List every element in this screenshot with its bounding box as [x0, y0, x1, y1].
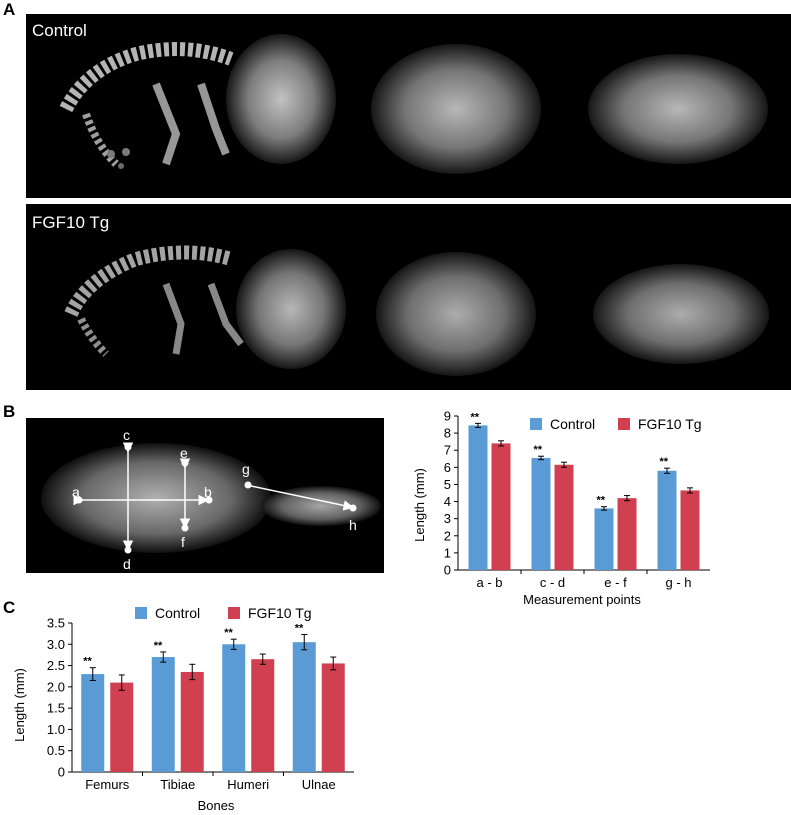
chart-0-y-tick-label: 5	[444, 477, 451, 492]
chart-0-y-tick-label: 2	[444, 528, 451, 543]
chart-1-y-tick-label: 0	[58, 765, 65, 780]
chart-c-x-axis-label: Bones	[198, 798, 235, 813]
chart-0-significance-mark: **	[597, 495, 606, 507]
chart-0-y-tick-label: 3	[444, 511, 451, 526]
chart-1-y-tick-label: 2.5	[47, 658, 65, 673]
chart-1-legend-label-control: Control	[155, 605, 200, 621]
panel-b-letter: B	[3, 402, 16, 421]
panel-c-letter: C	[3, 598, 16, 617]
chart-1-bar-control	[292, 642, 316, 772]
chart-1-legend-label-tg: FGF10 Tg	[248, 605, 312, 621]
fgf10-tg-skeleton-scans	[64, 245, 769, 376]
control-ct-image: Control	[26, 14, 791, 198]
chart-0-significance-mark: **	[471, 411, 480, 423]
chart-b-y-axis-label: Length (mm)	[412, 468, 427, 542]
measurement-length-chart: Length (mm) Measurement points 0 1 2 3 4 5 6 7 8…	[412, 410, 710, 607]
control-label: Control	[32, 21, 87, 40]
chart-0-y-tick-label: 8	[444, 426, 451, 441]
chart-1-bar-tg	[110, 682, 134, 772]
panel-a-letter: A	[3, 0, 16, 19]
chart-0-y-tick-label: 4	[444, 494, 451, 509]
chart-0-bar-tg	[554, 464, 574, 570]
chart-1-bar-tg	[251, 659, 275, 772]
chart-0-legend-label-tg: FGF10 Tg	[638, 416, 702, 432]
chart-1-legend-swatch-control	[135, 607, 147, 619]
chart-1-bar-control	[81, 674, 105, 772]
chart-b-x-axis-label: Measurement points	[523, 592, 641, 607]
chart-0-bar-control	[531, 457, 551, 570]
chart-0-category-label: a - b	[476, 575, 502, 590]
point-g-label: g	[242, 461, 250, 477]
point-h-label: h	[349, 517, 357, 533]
chart-0-bar-control	[468, 425, 488, 570]
chart-0-y-tick-label: 1	[444, 545, 451, 560]
chart-0-significance-mark: **	[660, 456, 669, 468]
chart-1-category-label: Ulnae	[302, 777, 336, 792]
chart-0-y-tick-label: 9	[444, 410, 451, 424]
fgf10-tg-label: FGF10 Tg	[32, 213, 110, 232]
skull-side	[261, 486, 381, 526]
chart-1-y-tick-label: 3.5	[47, 616, 65, 631]
chart-1-bar-tg	[321, 663, 345, 772]
chart-1-significance-mark: **	[224, 627, 233, 639]
chart-1-bar-tg	[180, 671, 204, 772]
fgf10-tg-ct-image: FGF10 Tg	[26, 204, 791, 390]
chart-0-bar-control	[594, 508, 614, 570]
point-e-label: e	[180, 445, 188, 461]
chart-0-category-label: g - h	[665, 575, 691, 590]
point-b-label: b	[204, 484, 212, 500]
bone-length-chart: Length (mm) Bones 0 0.5 1.0 1.5 2.0 2.5 3.0 3.5…	[12, 605, 354, 813]
chart-0-legend-label-control: Control	[550, 416, 595, 432]
chart-1-significance-mark: **	[83, 656, 92, 668]
chart-1-y-tick-label: 0.5	[47, 743, 65, 758]
chart-1-y-tick-label: 1.5	[47, 701, 65, 716]
chart-c-y-axis-label: Length (mm)	[12, 668, 27, 742]
chart-0-y-tick-label: 6	[444, 460, 451, 475]
measurement-diagram: a b c d e f g h	[41, 427, 381, 572]
chart-1-bar-control	[222, 644, 246, 772]
measurement-image: a b c d e f g h	[26, 418, 384, 573]
chart-1-y-tick-label: 3.0	[47, 637, 65, 652]
point-d-label: d	[123, 556, 131, 572]
chart-1-bar-control	[151, 657, 175, 772]
chart-0-y-tick-label: 7	[444, 443, 451, 458]
chart-0-legend-swatch-control	[530, 418, 542, 430]
chart-0-bar-tg	[491, 443, 511, 570]
chart-1-y-tick-label: 1.0	[47, 722, 65, 737]
chart-1-significance-mark: **	[154, 640, 163, 652]
control-skeleton-scans	[59, 34, 768, 174]
point-a-label: a	[72, 484, 80, 500]
chart-0-legend-swatch-tg	[618, 418, 630, 430]
chart-1-legend-swatch-tg	[228, 607, 240, 619]
chart-0-significance-mark: **	[534, 444, 543, 456]
chart-0-bar-tg	[617, 498, 637, 570]
chart-1-category-label: Femurs	[85, 777, 130, 792]
chart-1-category-label: Humeri	[227, 777, 269, 792]
chart-1-significance-mark: **	[295, 622, 304, 634]
point-f-label: f	[181, 534, 185, 550]
point-c-label: c	[123, 427, 130, 443]
chart-0-category-label: c - d	[540, 575, 565, 590]
chart-0-y-tick-label: 0	[444, 563, 451, 578]
chart-0-category-label: e - f	[604, 575, 627, 590]
chart-0-bar-tg	[680, 490, 700, 570]
chart-1-y-tick-label: 2.0	[47, 679, 65, 694]
chart-1-category-label: Tibiae	[160, 777, 195, 792]
chart-0-bar-control	[657, 470, 677, 570]
